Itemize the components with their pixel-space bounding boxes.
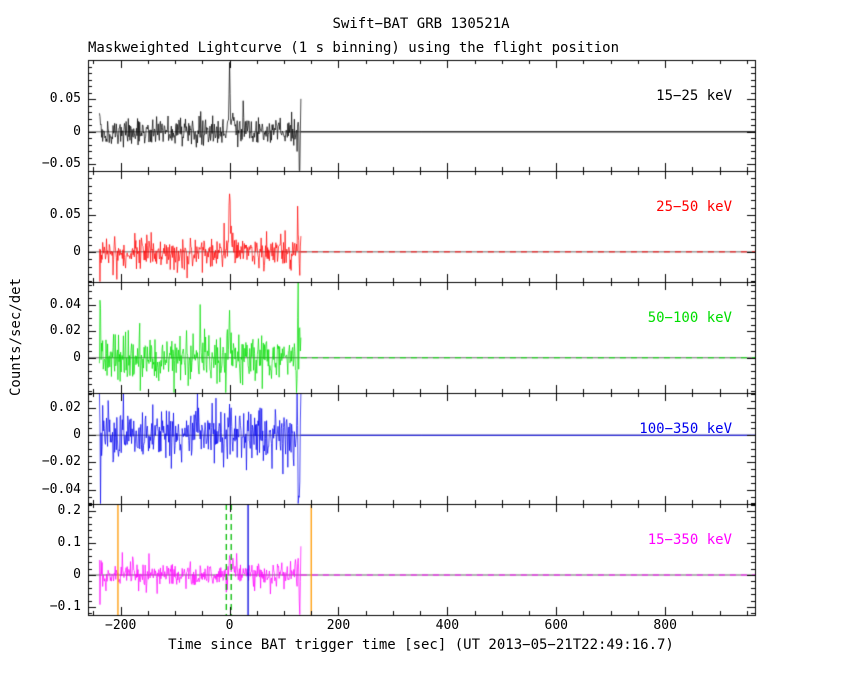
x-tick-label: 800 (653, 618, 677, 633)
y-tick-label: 0 (73, 567, 81, 582)
band-label-100-350-kev: 100−350 keV (639, 421, 732, 437)
band-label-50-100-kev: 50−100 keV (647, 310, 732, 326)
plot-title: Swift−BAT GRB 130521A (332, 16, 510, 32)
band-label-15-25-kev: 15−25 keV (656, 88, 732, 104)
x-tick-label: 400 (435, 618, 460, 633)
y-tick-label: −0.02 (41, 454, 81, 470)
x-axis-title: Time since BAT trigger time [sec] (UT 20… (168, 637, 674, 653)
y-tick-label: 0.05 (49, 91, 81, 107)
plot-subtitle: Maskweighted Lightcurve (1 s binning) us… (88, 40, 620, 56)
y-tick-label: 0 (73, 243, 81, 259)
y-tick-label: −0.1 (49, 599, 81, 614)
y-tick-label: 0.04 (49, 296, 81, 312)
x-tick-label: 600 (544, 618, 568, 633)
y-tick-label: 0.2 (57, 503, 81, 519)
x-tick-label: 0 (225, 618, 234, 633)
y-tick-label: 0.1 (57, 535, 81, 551)
y-tick-label: 0 (73, 349, 81, 365)
y-tick-label: 0.05 (49, 207, 81, 223)
x-tick-label: 200 (326, 618, 351, 633)
y-tick-label: 0.02 (49, 399, 81, 415)
y-tick-label: 0.02 (49, 323, 81, 339)
y-tick-label: 0 (73, 123, 81, 139)
band-label-25-50-kev: 25−50 keV (656, 199, 732, 215)
band-label-15-350-kev: 15−350 keV (647, 532, 732, 548)
x-tick-label: −200 (105, 618, 137, 633)
y-tick-label: −0.05 (41, 156, 81, 172)
y-tick-label: −0.04 (41, 481, 81, 497)
y-tick-label: 0 (73, 427, 81, 443)
